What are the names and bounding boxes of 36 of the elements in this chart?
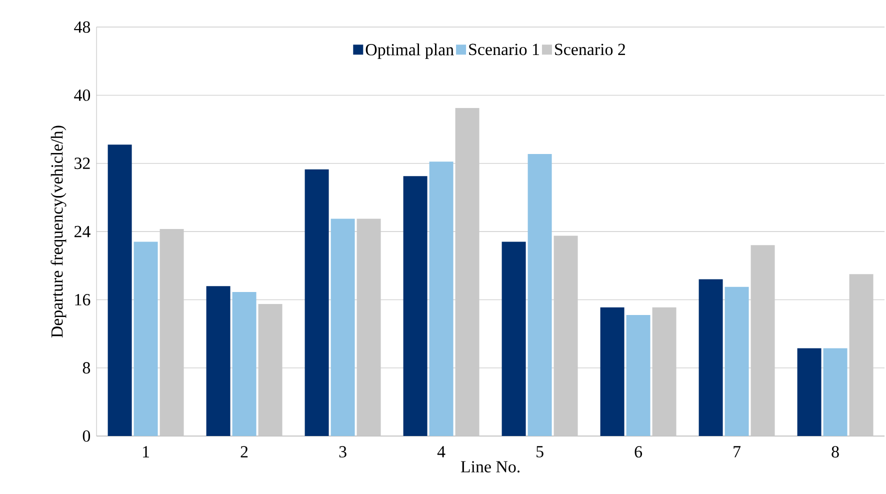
bar — [600, 307, 624, 436]
bar — [698, 279, 723, 436]
x-tick-label: 5 — [536, 446, 544, 458]
bar — [403, 176, 428, 436]
x-tick-label: 4 — [437, 446, 446, 458]
bar — [304, 169, 329, 436]
bar — [528, 154, 552, 436]
bar — [626, 315, 650, 436]
y-axis-title: Departure frequency(vehicle/h) — [50, 126, 66, 338]
bar — [797, 348, 822, 436]
y-tick-label: 48 — [74, 21, 90, 33]
bar — [429, 162, 454, 436]
legend-label: Optimal plan — [366, 44, 454, 59]
bar — [134, 242, 158, 436]
legend-label: Scenario 2 — [555, 44, 625, 56]
x-tick-label: 6 — [634, 446, 642, 458]
x-tick-label: 1 — [143, 446, 150, 458]
x-tick-label: 7 — [734, 446, 741, 458]
bar — [330, 218, 355, 436]
y-tick-label: 8 — [82, 362, 90, 374]
bar — [502, 242, 526, 436]
y-tick-label: 32 — [74, 158, 90, 170]
bar — [724, 286, 749, 436]
y-tick-label: 40 — [74, 89, 90, 101]
y-tick-label: 16 — [75, 294, 90, 306]
bar — [232, 292, 256, 436]
legend-label: Scenario 1 — [469, 44, 539, 56]
x-tick-label: 3 — [339, 446, 346, 458]
x-tick-label: 8 — [832, 446, 839, 458]
x-tick-label: 2 — [240, 446, 248, 458]
bar — [108, 144, 132, 436]
y-tick-label: 24 — [74, 226, 90, 238]
x-axis-title: Line No. — [460, 461, 520, 473]
y-tick-label: 0 — [82, 430, 90, 442]
bar — [823, 348, 848, 436]
bar — [206, 286, 230, 436]
